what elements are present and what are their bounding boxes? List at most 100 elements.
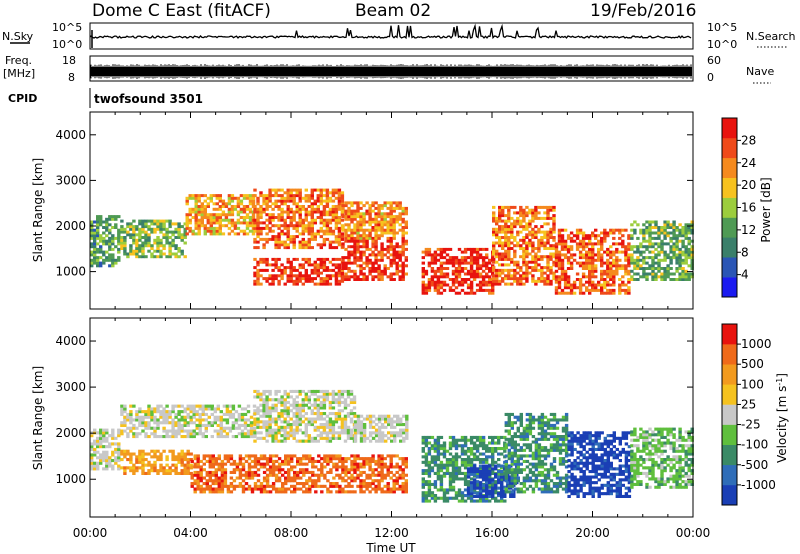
echo-cell <box>302 482 306 486</box>
echo-cell <box>129 469 133 473</box>
echo-cell <box>371 470 375 474</box>
echo-cell <box>147 407 151 411</box>
echo-cell <box>563 291 568 295</box>
echo-cell <box>374 247 378 251</box>
echo-cell <box>156 435 160 439</box>
echo-cell <box>343 400 348 404</box>
echo-cell <box>262 406 266 410</box>
echo-cell <box>401 482 405 486</box>
echo-cell <box>322 210 327 214</box>
echo-cell <box>231 412 236 416</box>
echo-cell <box>481 264 486 268</box>
echo-cell <box>301 232 305 236</box>
echo-cell <box>457 499 462 503</box>
echo-cell <box>448 278 453 281</box>
echo-cell <box>430 258 435 262</box>
echo-cell <box>325 398 330 402</box>
echo-cell <box>463 291 468 295</box>
echo-cell <box>253 470 258 474</box>
echo-cell <box>141 471 145 475</box>
echo-cell <box>341 275 345 279</box>
echo-cell <box>200 213 204 217</box>
echo-cell <box>319 431 323 435</box>
echo-cell <box>498 214 502 218</box>
echo-cell <box>516 216 520 220</box>
echo-cell <box>313 389 317 393</box>
echo-cell <box>404 487 408 491</box>
echo-cell <box>630 269 634 273</box>
echo-cell <box>168 230 172 234</box>
echo-cell <box>350 201 354 205</box>
echo-cell <box>237 426 242 430</box>
echo-cell <box>147 219 151 223</box>
echo-cell <box>280 434 284 438</box>
echo-cell <box>227 221 232 225</box>
echo-cell <box>690 264 694 268</box>
echo-cell <box>262 199 266 203</box>
echo-cell <box>99 264 103 268</box>
echo-cell <box>424 288 429 292</box>
echo-cell <box>325 199 330 203</box>
echo-cell <box>501 227 505 231</box>
echo-cell <box>651 226 655 229</box>
echo-cell <box>557 283 562 287</box>
echo-cell <box>338 490 342 494</box>
echo-cell <box>690 253 694 257</box>
echo-cell <box>600 247 604 251</box>
echo-cell <box>469 261 474 265</box>
echo-cell <box>398 204 402 208</box>
echo-cell <box>648 264 652 268</box>
echo-cell <box>212 207 216 211</box>
echo-cell <box>627 236 631 240</box>
echo-cell <box>102 250 106 254</box>
echo-cell <box>401 228 405 232</box>
echo-cell <box>120 407 124 411</box>
echo-cell <box>90 459 94 463</box>
echo-cell <box>325 237 330 241</box>
echo-cell <box>293 454 297 458</box>
echo-cell <box>395 231 399 235</box>
echo-cell <box>265 428 269 432</box>
echo-cell <box>322 279 327 283</box>
echo-cell <box>256 425 260 429</box>
echo-cell <box>206 216 210 219</box>
echo-cell <box>268 196 272 200</box>
echo-cell <box>262 400 266 404</box>
echo-cell <box>322 268 327 272</box>
echo-cell <box>690 223 694 227</box>
echo-cell <box>513 225 517 229</box>
echo-cell <box>208 462 212 466</box>
echo-cell <box>552 214 556 218</box>
echo-cell <box>392 220 396 224</box>
echo-cell <box>350 465 354 469</box>
echo-cell <box>141 466 145 470</box>
echo-cell <box>591 242 595 246</box>
echo-cell <box>280 232 284 236</box>
echo-cell <box>663 250 667 254</box>
echo-cell <box>349 420 354 424</box>
echo-cell <box>138 230 142 234</box>
echo-cell <box>654 231 658 235</box>
echo-cell <box>308 454 312 458</box>
echo-cell <box>657 267 661 270</box>
echo-cell <box>350 204 354 208</box>
echo-cell <box>159 455 163 459</box>
echo-cell <box>268 277 272 281</box>
echo-cell <box>485 272 489 276</box>
echo-cell <box>560 291 565 295</box>
echo-cell <box>365 234 369 238</box>
echo-cell <box>280 425 284 429</box>
echo-cell <box>165 227 169 231</box>
echo-cell <box>624 253 628 257</box>
echo-cell <box>132 452 136 456</box>
echo-cell <box>313 210 317 214</box>
echo-cell <box>188 229 192 233</box>
echo-cell <box>395 245 399 249</box>
echo-cell <box>398 223 402 227</box>
echo-cell <box>180 463 184 467</box>
echo-cell <box>557 267 562 270</box>
echo-cell <box>196 470 200 474</box>
echo-cell <box>554 269 559 273</box>
echo-cell <box>469 247 474 251</box>
